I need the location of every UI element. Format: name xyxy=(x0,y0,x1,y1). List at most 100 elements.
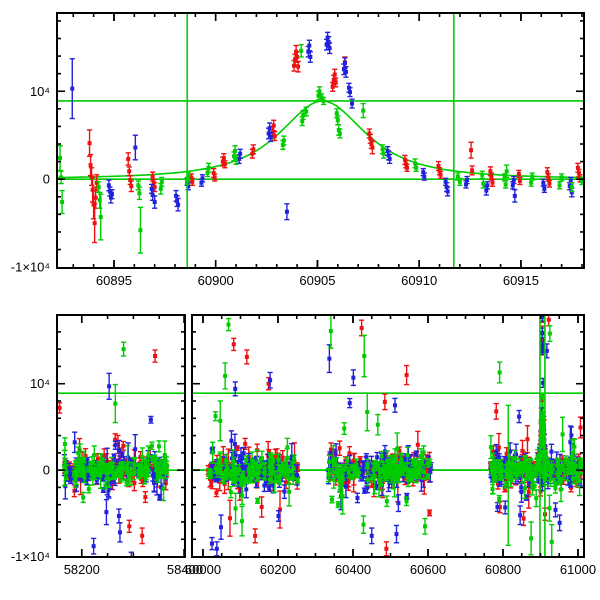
data-point xyxy=(284,209,289,214)
data-point xyxy=(402,157,407,162)
top-reference-lines xyxy=(57,100,584,180)
data-point xyxy=(546,175,551,180)
data-point xyxy=(569,433,574,438)
data-point xyxy=(137,191,142,196)
data-point xyxy=(510,183,515,188)
data-point xyxy=(109,463,114,468)
data-point xyxy=(74,483,79,488)
data-point xyxy=(506,473,511,478)
data-point xyxy=(520,463,525,468)
data-point xyxy=(276,457,281,462)
data-point xyxy=(161,465,166,470)
data-point xyxy=(237,467,242,472)
data-point xyxy=(553,486,558,491)
data-point xyxy=(455,174,460,179)
data-point xyxy=(568,178,573,183)
data-point xyxy=(304,109,309,114)
data-point xyxy=(544,472,549,477)
data-point xyxy=(546,317,551,322)
data-point xyxy=(491,460,496,465)
data-point xyxy=(217,467,222,472)
data-point xyxy=(294,473,299,478)
data-point xyxy=(488,445,493,450)
data-point xyxy=(140,471,145,476)
data-point xyxy=(62,442,67,447)
series-blue-telescope xyxy=(69,31,575,221)
data-point xyxy=(158,186,163,191)
data-point xyxy=(557,520,562,525)
data-point xyxy=(281,138,286,143)
top-panel: 60895 60900 60905 60910 60915 10⁴ 0 -1×10⁴ xyxy=(11,12,585,288)
data-point xyxy=(350,101,355,106)
data-point xyxy=(89,471,94,476)
data-point xyxy=(517,414,522,419)
data-point xyxy=(559,175,564,180)
data-point xyxy=(513,456,518,461)
data-point xyxy=(465,178,470,183)
data-point xyxy=(524,495,529,500)
data-point xyxy=(376,464,381,469)
data-point xyxy=(502,460,507,465)
data-point xyxy=(99,461,104,466)
top-x-tick-labels: 60895 60900 60905 60910 60915 xyxy=(96,273,539,288)
data-point xyxy=(463,182,468,187)
data-point xyxy=(150,456,155,461)
data-point xyxy=(284,469,289,474)
data-point xyxy=(308,54,313,59)
data-point xyxy=(415,471,420,476)
data-point xyxy=(577,176,582,181)
data-point xyxy=(410,471,415,476)
data-point xyxy=(545,170,550,175)
data-point xyxy=(346,477,351,482)
data-point xyxy=(327,460,332,465)
data-point xyxy=(233,386,238,391)
data-point xyxy=(267,486,272,491)
data-point xyxy=(547,506,552,511)
data-point xyxy=(346,470,351,475)
data-point xyxy=(150,193,155,198)
data-point xyxy=(82,468,87,473)
data-point xyxy=(98,469,103,474)
x-tick-label: 58200 xyxy=(64,562,100,577)
data-point xyxy=(369,533,374,538)
data-point xyxy=(278,470,283,475)
data-point xyxy=(534,496,539,501)
data-point xyxy=(272,134,277,139)
data-point xyxy=(96,463,101,468)
data-point xyxy=(421,470,426,475)
data-point xyxy=(244,354,249,359)
data-point xyxy=(387,463,392,468)
data-point xyxy=(569,185,574,190)
data-point xyxy=(421,450,426,455)
data-point xyxy=(92,453,97,458)
data-point xyxy=(425,461,430,466)
data-point xyxy=(523,458,528,463)
data-point xyxy=(365,485,370,490)
data-point xyxy=(127,169,132,174)
data-point xyxy=(90,474,95,479)
data-point xyxy=(389,470,394,475)
data-point xyxy=(541,380,546,385)
data-point xyxy=(369,476,374,481)
data-point xyxy=(405,452,410,457)
data-point xyxy=(358,457,363,462)
data-point xyxy=(234,157,239,162)
data-point xyxy=(342,426,347,431)
data-point xyxy=(525,437,530,442)
data-point xyxy=(223,373,228,378)
data-point xyxy=(568,482,573,487)
data-point xyxy=(277,477,282,482)
top-data-series xyxy=(57,31,584,254)
bottom-series-green xyxy=(61,315,584,557)
data-point xyxy=(258,464,263,469)
data-point xyxy=(469,148,474,153)
data-point xyxy=(547,331,552,336)
data-point xyxy=(375,422,380,427)
data-point xyxy=(393,456,398,461)
data-point xyxy=(343,477,348,482)
data-point xyxy=(562,468,567,473)
data-point xyxy=(125,461,130,466)
data-point xyxy=(497,455,502,460)
data-point xyxy=(343,69,348,74)
